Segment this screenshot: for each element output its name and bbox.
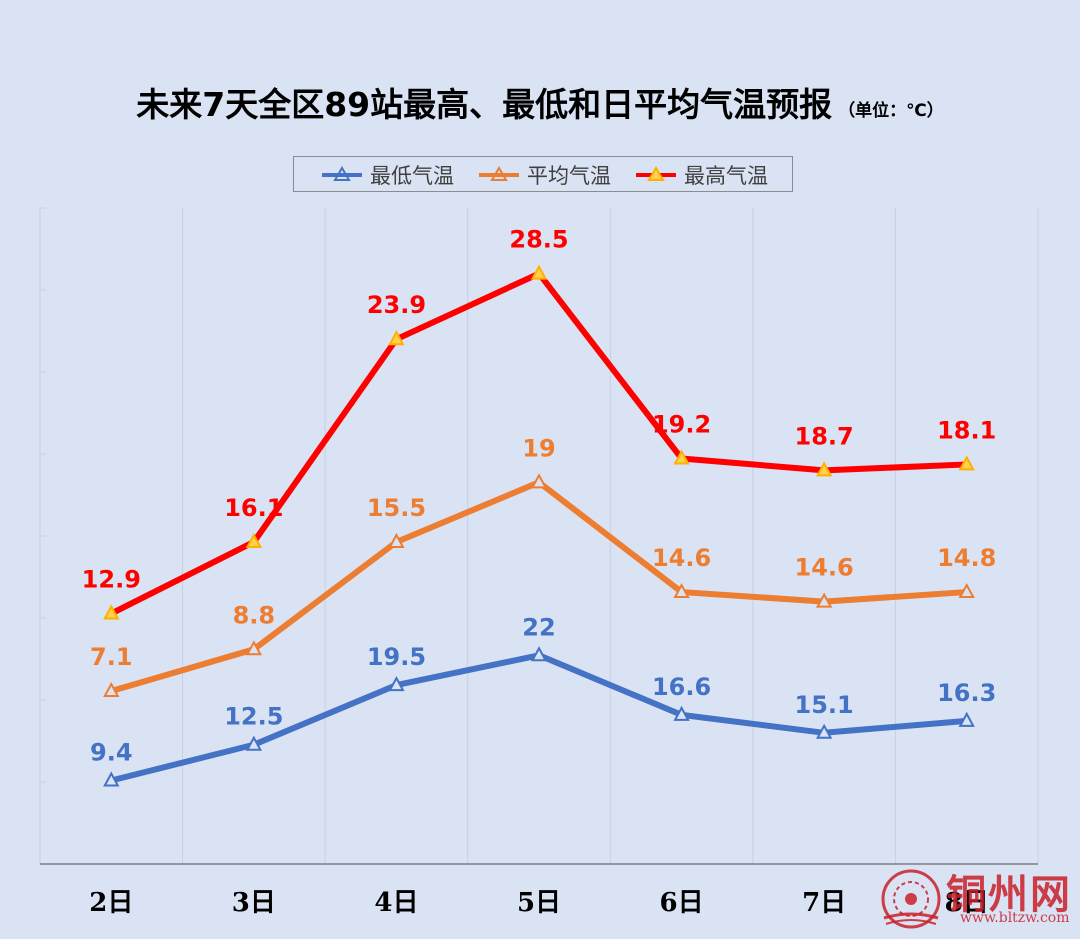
- legend-swatch-avg: [479, 166, 519, 181]
- data-label-avg: 14.8: [937, 544, 996, 572]
- data-label-max: 12.9: [82, 566, 141, 594]
- watermark-logo-icon: [881, 869, 941, 929]
- data-label-avg: 19: [522, 434, 555, 462]
- legend-label-avg: 平均气温: [527, 164, 611, 188]
- data-point-max: [388, 330, 405, 346]
- data-label-max: 18.7: [795, 422, 854, 450]
- data-label-avg: 14.6: [795, 554, 854, 582]
- legend-item-avg: 平均气温: [477, 157, 611, 193]
- watermark-url: www.bltzw.com: [960, 910, 1070, 926]
- data-point-max: [530, 264, 548, 280]
- data-label-min: 15.1: [795, 691, 854, 719]
- x-tick-label: 3日: [232, 888, 276, 918]
- data-label-min: 12.5: [224, 703, 283, 731]
- legend: 最低气温 平均气温 最高气温: [293, 156, 793, 192]
- data-point-min: [103, 771, 120, 787]
- legend-label-max: 最高气温: [684, 164, 768, 188]
- data-label-max: 28.5: [509, 226, 568, 254]
- chart-title: 未来7天全区89站最高、最低和日平均气温预报 （单位：℃）: [0, 78, 1080, 126]
- legend-item-min: 最低气温: [320, 157, 454, 193]
- x-tick-label: 8日: [945, 888, 989, 918]
- legend-swatch-max: [636, 166, 676, 181]
- legend-swatch-min: [322, 166, 362, 181]
- x-tick-label: 4日: [374, 888, 418, 918]
- data-point-max: [673, 449, 690, 465]
- data-point-max: [245, 532, 263, 548]
- data-point-min: [673, 705, 690, 721]
- chart-title-unit: （单位：℃）: [838, 101, 944, 121]
- x-tick-label: 7日: [802, 888, 846, 918]
- data-point-avg: [530, 473, 548, 489]
- data-label-max: 19.2: [652, 410, 711, 438]
- legend-label-min: 最低气温: [370, 164, 454, 188]
- data-label-avg: 15.5: [367, 494, 426, 522]
- data-label-min: 16.6: [652, 673, 711, 701]
- x-tick-label: 6日: [660, 888, 704, 918]
- plot-background: [40, 208, 1038, 864]
- data-point-min: [815, 723, 833, 739]
- data-label-max: 16.1: [224, 494, 283, 522]
- watermark-name: 铜州网: [946, 871, 1072, 918]
- data-point-avg: [815, 592, 833, 608]
- data-label-avg: 7.1: [90, 643, 133, 671]
- data-point-avg: [673, 582, 690, 599]
- legend-item-max: 最高气温: [634, 157, 768, 193]
- chart-title-main: 未来7天全区89站最高、最低和日平均气温预报: [136, 85, 833, 124]
- x-tick-label: 2日: [89, 888, 133, 918]
- watermark: 铜州网 www.bltzw.com: [878, 862, 1078, 937]
- data-point-max: [103, 604, 120, 620]
- data-label-min: 16.3: [937, 679, 996, 707]
- x-tick-label: 5日: [517, 888, 561, 918]
- data-label-min: 9.4: [90, 739, 133, 767]
- data-label-avg: 14.6: [652, 544, 711, 572]
- data-point-min: [958, 711, 975, 727]
- data-point-avg: [103, 681, 120, 698]
- data-point-min: [530, 646, 548, 662]
- data-point-max: [958, 455, 975, 471]
- data-label-min: 22: [522, 613, 555, 641]
- data-point-max: [815, 461, 833, 477]
- data-label-avg: 8.8: [233, 601, 276, 629]
- data-point-avg: [245, 640, 263, 656]
- data-point-avg: [958, 582, 975, 599]
- data-label-max: 18.1: [937, 416, 996, 444]
- data-label-min: 19.5: [367, 643, 426, 671]
- data-label-max: 23.9: [367, 291, 426, 319]
- data-point-min: [388, 675, 405, 692]
- data-point-min: [245, 735, 263, 751]
- data-point-avg: [388, 532, 405, 548]
